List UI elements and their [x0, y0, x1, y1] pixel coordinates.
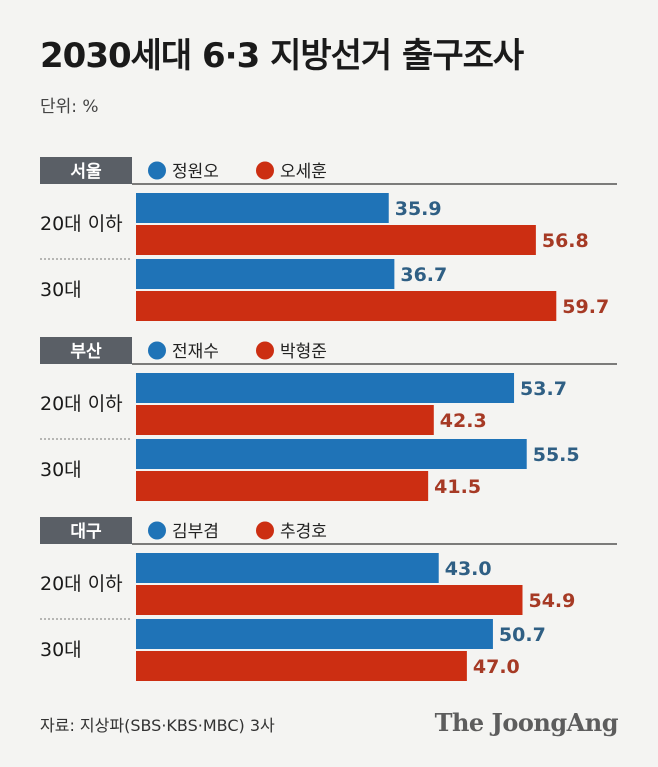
data-label: 41.5: [434, 476, 481, 498]
bar: [136, 373, 515, 403]
data-label: 55.5: [533, 444, 580, 466]
region-label: 대구: [70, 522, 102, 542]
data-label: 36.7: [400, 264, 447, 286]
legend-label: 전재수: [172, 342, 219, 362]
data-label: 54.9: [528, 590, 575, 612]
bar: [136, 553, 439, 583]
bar: [136, 585, 523, 615]
data-label: 53.7: [520, 378, 567, 400]
bar: [136, 471, 429, 501]
legend-swatch: [148, 161, 166, 180]
region-label: 서울: [70, 162, 102, 182]
category-label: 20대 이하: [40, 213, 123, 235]
legend-swatch: [148, 341, 166, 360]
data-label: 47.0: [473, 656, 520, 678]
bar: [136, 651, 467, 681]
data-label: 43.0: [445, 558, 492, 580]
bar: [136, 193, 389, 223]
legend-swatch: [256, 341, 274, 360]
source-note: 자료: 지상파(SBS·KBS·MBC) 3사: [40, 716, 275, 735]
data-label: 50.7: [499, 624, 546, 646]
data-label: 35.9: [395, 198, 442, 220]
data-label: 42.3: [440, 410, 487, 432]
bar: [136, 259, 395, 289]
legend-label: 추경호: [280, 522, 327, 542]
category-label: 20대 이하: [40, 393, 123, 415]
category-label: 30대: [40, 459, 82, 481]
bar: [136, 405, 434, 435]
data-label: 56.8: [542, 230, 589, 252]
unit-label: 단위: %: [40, 97, 99, 117]
region-tag: [40, 337, 132, 364]
category-label: 30대: [40, 279, 82, 301]
legend-swatch: [256, 161, 274, 180]
legend-swatch: [148, 521, 166, 540]
legend-swatch: [256, 521, 274, 540]
region-tag: [40, 517, 132, 544]
region-label: 부산: [70, 342, 102, 362]
region-tag: [40, 157, 132, 184]
bar: [136, 225, 536, 255]
legend-label: 박형준: [280, 342, 327, 362]
chart-title: 2030세대 6·3 지방선거 출구조사: [40, 36, 524, 76]
category-label: 20대 이하: [40, 573, 123, 595]
legend-label: 정원오: [172, 162, 219, 182]
category-label: 30대: [40, 639, 82, 661]
data-label: 59.7: [562, 296, 609, 318]
publisher-logo: The JoongAng: [434, 708, 619, 737]
bar: [136, 439, 527, 469]
legend-label: 김부겸: [172, 522, 219, 542]
bar: [136, 619, 493, 649]
legend-label: 오세훈: [280, 162, 327, 182]
bar: [136, 291, 557, 321]
